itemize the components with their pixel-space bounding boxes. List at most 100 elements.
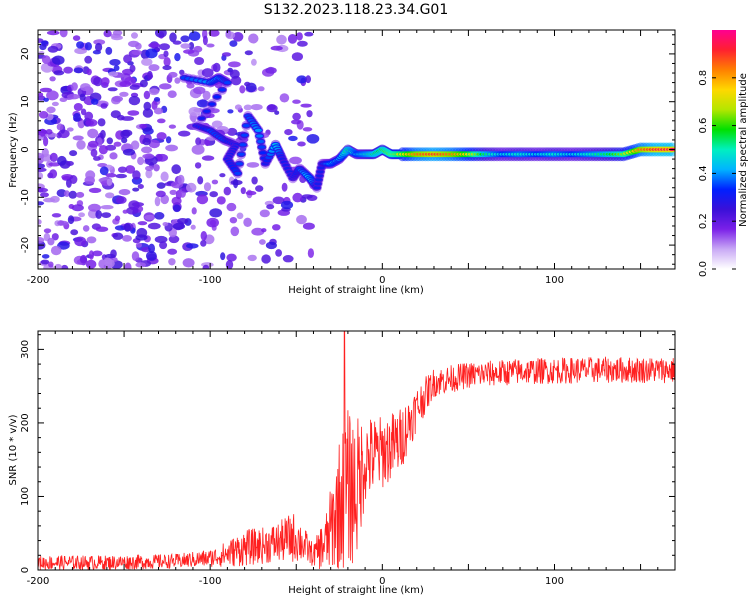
spectrogram-y-tick-label: -20 xyxy=(20,237,31,253)
noise-blob xyxy=(203,182,212,192)
noise-blob xyxy=(177,174,185,185)
noise-blob xyxy=(43,228,52,234)
noise-blob xyxy=(80,108,87,116)
noise-blob xyxy=(53,70,65,76)
spectrogram-y-axis-label: Frequency (Hz) xyxy=(8,112,19,188)
noise-blob xyxy=(87,128,99,139)
noise-blob xyxy=(50,195,60,203)
noise-blob xyxy=(186,243,199,249)
noise-blob xyxy=(265,67,277,74)
ridge-point xyxy=(208,102,216,106)
noise-blob xyxy=(209,208,223,218)
noise-blob xyxy=(137,221,148,226)
noise-blob xyxy=(38,171,44,180)
noise-blob xyxy=(266,104,278,113)
noise-blob xyxy=(197,176,204,185)
noise-blob xyxy=(122,235,132,242)
noise-blob xyxy=(73,103,83,111)
noise-blob xyxy=(137,156,145,166)
noise-blob xyxy=(306,134,320,144)
noise-blob xyxy=(292,99,301,104)
noise-blob xyxy=(41,55,51,64)
noise-blob xyxy=(104,259,115,268)
colorbar-tick-label: 0.2 xyxy=(698,213,709,229)
noise-blob xyxy=(243,217,252,227)
noise-blob xyxy=(145,165,154,172)
snr-y-tick-label: 0 xyxy=(20,567,31,573)
noise-blob xyxy=(90,148,98,158)
noise-blob xyxy=(113,141,122,147)
noise-blob xyxy=(188,31,201,41)
spectrogram-x-tick-label: -200 xyxy=(27,275,50,286)
noise-blob xyxy=(72,35,81,41)
noise-blob xyxy=(232,32,244,42)
noise-blob xyxy=(245,190,257,196)
noise-blob xyxy=(236,212,244,220)
noise-blob xyxy=(171,164,181,175)
noise-blob xyxy=(148,88,160,96)
noise-blob xyxy=(116,114,125,121)
noise-blob xyxy=(194,162,202,169)
noise-blob xyxy=(119,91,129,97)
noise-blob xyxy=(167,248,178,255)
noise-blob xyxy=(40,259,50,265)
noise-blob xyxy=(66,161,74,166)
spectrogram-y-tick-label: -10 xyxy=(20,189,31,205)
noise-blob xyxy=(304,31,314,37)
noise-blob xyxy=(226,253,237,262)
noise-blob xyxy=(147,222,161,230)
noise-blob xyxy=(119,81,131,87)
noise-blob xyxy=(142,137,151,146)
noise-blob xyxy=(48,162,61,167)
noise-blob xyxy=(100,103,108,109)
noise-blob xyxy=(168,258,176,266)
noise-blob xyxy=(128,200,140,211)
noise-blob xyxy=(52,55,65,65)
noise-blob xyxy=(48,261,54,268)
noise-blob xyxy=(193,86,206,95)
noise-blob xyxy=(225,31,236,40)
noise-blob xyxy=(109,152,118,160)
noise-blob xyxy=(38,201,45,206)
noise-blob xyxy=(93,39,106,45)
spectrogram-x-tick-label: -100 xyxy=(199,275,222,286)
colorbar-tick-label: 0.4 xyxy=(698,165,709,181)
noise-blob xyxy=(54,263,63,269)
noise-blob xyxy=(188,42,195,50)
noise-blob xyxy=(78,212,85,218)
noise-blob xyxy=(41,254,50,259)
noise-blob xyxy=(38,163,45,169)
noise-blob xyxy=(229,217,238,224)
noise-blob xyxy=(219,173,226,178)
noise-blob xyxy=(108,71,119,77)
noise-blob xyxy=(129,84,140,90)
noise-blob xyxy=(86,236,97,244)
noise-blob xyxy=(45,129,53,135)
noise-blob xyxy=(74,236,87,247)
colorbar-tick-label: 0.8 xyxy=(698,70,709,86)
noise-blob xyxy=(276,34,287,45)
noise-blob xyxy=(49,76,56,82)
noise-blob xyxy=(211,120,223,128)
spectrogram-y-tick-label: 10 xyxy=(20,95,31,108)
noise-blob xyxy=(106,178,113,186)
noise-blob xyxy=(57,155,67,166)
noise-blob xyxy=(148,42,161,49)
ridge-point xyxy=(223,81,231,85)
noise-blob xyxy=(165,144,179,152)
noise-blob xyxy=(68,190,78,199)
noise-blob xyxy=(259,209,270,218)
noise-blob xyxy=(296,75,308,84)
noise-blob xyxy=(112,30,123,36)
noise-blob xyxy=(244,81,251,87)
ridge-point xyxy=(313,186,321,190)
noise-blob xyxy=(227,109,234,114)
noise-blob xyxy=(72,135,84,141)
noise-blob xyxy=(51,213,62,218)
noise-blob xyxy=(128,95,141,106)
noise-blob xyxy=(156,153,169,162)
noise-blob xyxy=(84,111,94,121)
spectrogram-x-ticks: -200 -100 0 100 xyxy=(27,30,676,286)
noise-blob xyxy=(296,32,303,41)
